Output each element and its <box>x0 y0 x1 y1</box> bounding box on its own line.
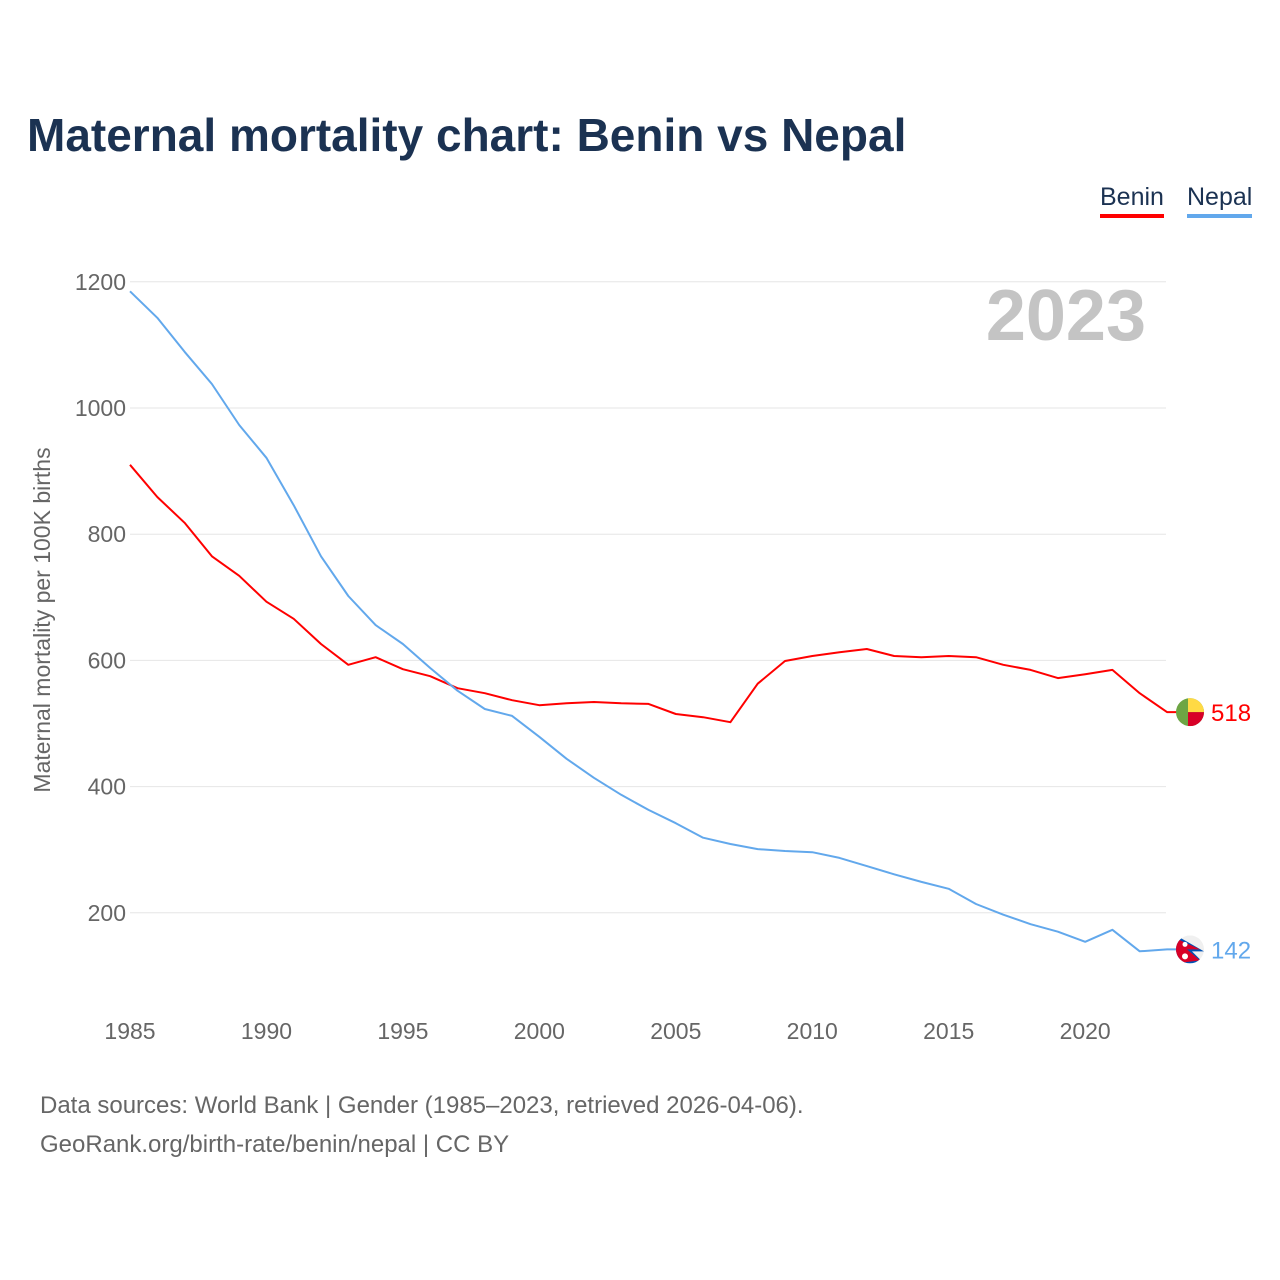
y-tick-label: 1000 <box>75 395 126 421</box>
y-tick-label: 400 <box>88 774 126 800</box>
x-tick-label: 2010 <box>787 1018 838 1044</box>
x-tick-label: 2020 <box>1060 1018 1111 1044</box>
x-tick-label: 1990 <box>241 1018 292 1044</box>
flag-sun <box>1182 953 1188 960</box>
footer: Data sources: World Bank | Gender (1985–… <box>40 1086 804 1164</box>
flag-body <box>1176 935 1204 964</box>
flag-yellow <box>1188 698 1204 713</box>
y-tick-label: 200 <box>88 900 126 926</box>
x-tick-label: 1985 <box>104 1018 155 1044</box>
legend-nepal[interactable]: Nepal <box>1187 183 1253 218</box>
y-tick-label: 800 <box>88 521 126 547</box>
y-tick-label: 1200 <box>75 269 126 295</box>
y-tick-label: 600 <box>88 647 126 673</box>
end-value-label-nepal: 142 <box>1211 937 1251 964</box>
flag-body <box>1176 698 1204 727</box>
x-tick-label: 2005 <box>650 1018 701 1044</box>
x-tick-label: 2000 <box>514 1018 565 1044</box>
y-axis-label: Maternal mortality per 100K births <box>29 447 55 792</box>
nepal-flag-icon <box>1176 935 1204 964</box>
year-watermark: 2023 <box>986 276 1146 356</box>
source-link[interactable]: GeoRank.org/birth-rate/benin/nepal | CC … <box>40 1131 510 1158</box>
legend-benin[interactable]: Benin <box>1100 183 1164 218</box>
x-tick-label: 2015 <box>923 1018 974 1044</box>
flag-red <box>1176 938 1200 964</box>
series-line-benin <box>129 464 1178 724</box>
flag-red <box>1188 712 1204 727</box>
series-line-nepal <box>129 290 1178 953</box>
flag-moon <box>1182 941 1188 947</box>
data-source-text: Data sources: World Bank | Gender (1985–… <box>40 1092 804 1119</box>
x-tick-label: 1995 <box>377 1018 428 1044</box>
chart-title: Maternal mortality chart: Benin vs Nepal <box>27 109 907 161</box>
end-value-label-benin: 518 <box>1211 700 1251 727</box>
benin-flag-icon <box>1176 698 1204 727</box>
